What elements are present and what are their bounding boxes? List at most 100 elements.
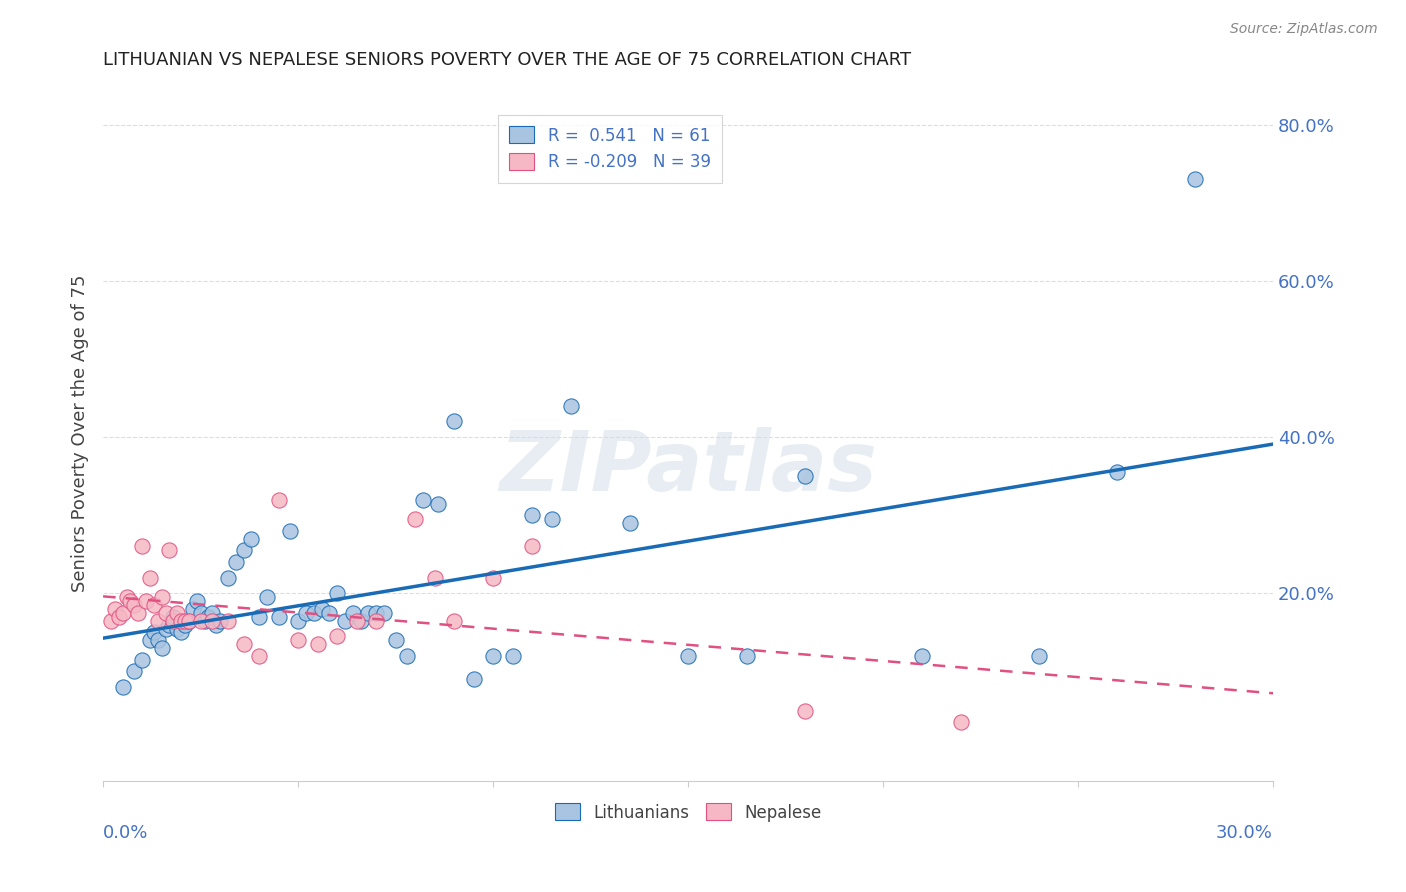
Point [295,606,318,620]
Point [560,399,582,413]
Point [162,614,184,628]
Point [127,606,149,620]
Point [139,571,162,585]
Point [131,540,153,554]
Point [166,622,188,636]
Text: Source: ZipAtlas.com: Source: ZipAtlas.com [1230,22,1378,37]
Point [443,415,465,429]
Point [520,508,543,523]
Point [166,606,188,620]
Point [131,653,153,667]
Point [232,543,254,558]
Point [146,633,169,648]
Point [124,598,146,612]
Point [217,614,239,628]
Point [287,633,309,648]
Point [190,606,212,620]
Point [193,614,215,628]
Point [396,648,419,663]
Point [404,512,426,526]
Point [142,598,165,612]
Point [155,606,177,620]
Point [111,680,134,694]
Point [247,648,270,663]
Point [794,469,817,483]
Point [190,614,212,628]
Point [197,609,219,624]
Point [146,614,169,628]
Point [142,625,165,640]
Text: ZIPatlas: ZIPatlas [499,427,877,508]
Point [676,648,699,663]
Y-axis label: Seniors Poverty Over the Age of 75: Seniors Poverty Over the Age of 75 [72,275,89,592]
Point [346,614,368,628]
Point [104,602,127,616]
Point [619,516,641,530]
Point [170,625,193,640]
Point [311,602,333,616]
Point [217,571,239,585]
Point [115,591,138,605]
Point [443,614,465,628]
Point [100,614,122,628]
Point [177,614,200,628]
Point [326,586,349,600]
Point [225,555,247,569]
Point [170,614,193,628]
Point [384,633,406,648]
Point [267,609,290,624]
Point [911,648,934,663]
Text: LITHUANIAN VS NEPALESE SENIORS POVERTY OVER THE AGE OF 75 CORRELATION CHART: LITHUANIAN VS NEPALESE SENIORS POVERTY O… [103,51,911,69]
Legend: Lithuanians, Nepalese: Lithuanians, Nepalese [548,797,828,828]
Point [135,594,157,608]
Point [240,532,263,546]
Point [349,614,371,628]
Point [120,594,142,608]
Point [364,606,387,620]
Point [205,617,228,632]
Point [157,617,180,632]
Point [427,496,450,510]
Point [326,629,349,643]
Point [174,617,197,632]
Point [162,609,184,624]
Point [302,606,325,620]
Point [1184,172,1206,186]
Point [124,665,146,679]
Point [364,614,387,628]
Point [482,648,505,663]
Point [186,594,208,608]
Point [155,622,177,636]
Point [267,492,290,507]
Point [150,591,173,605]
Point [1028,648,1050,663]
Point [794,704,817,718]
Point [111,606,134,620]
Point [307,637,329,651]
Point [181,602,204,616]
Point [150,641,173,656]
Point [287,614,309,628]
Text: 0.0%: 0.0% [103,824,149,842]
Point [232,637,254,651]
Point [540,512,562,526]
Point [256,591,278,605]
Point [209,614,232,628]
Point [463,673,485,687]
Point [139,633,162,648]
Point [950,715,973,730]
Point [201,606,224,620]
Point [1105,465,1128,479]
Point [177,614,200,628]
Point [278,524,301,538]
Point [412,492,434,507]
Point [373,606,395,620]
Point [157,543,180,558]
Point [107,609,129,624]
Point [520,540,543,554]
Point [735,648,758,663]
Point [201,614,224,628]
Point [357,606,380,620]
Text: 30.0%: 30.0% [1216,824,1272,842]
Point [502,648,524,663]
